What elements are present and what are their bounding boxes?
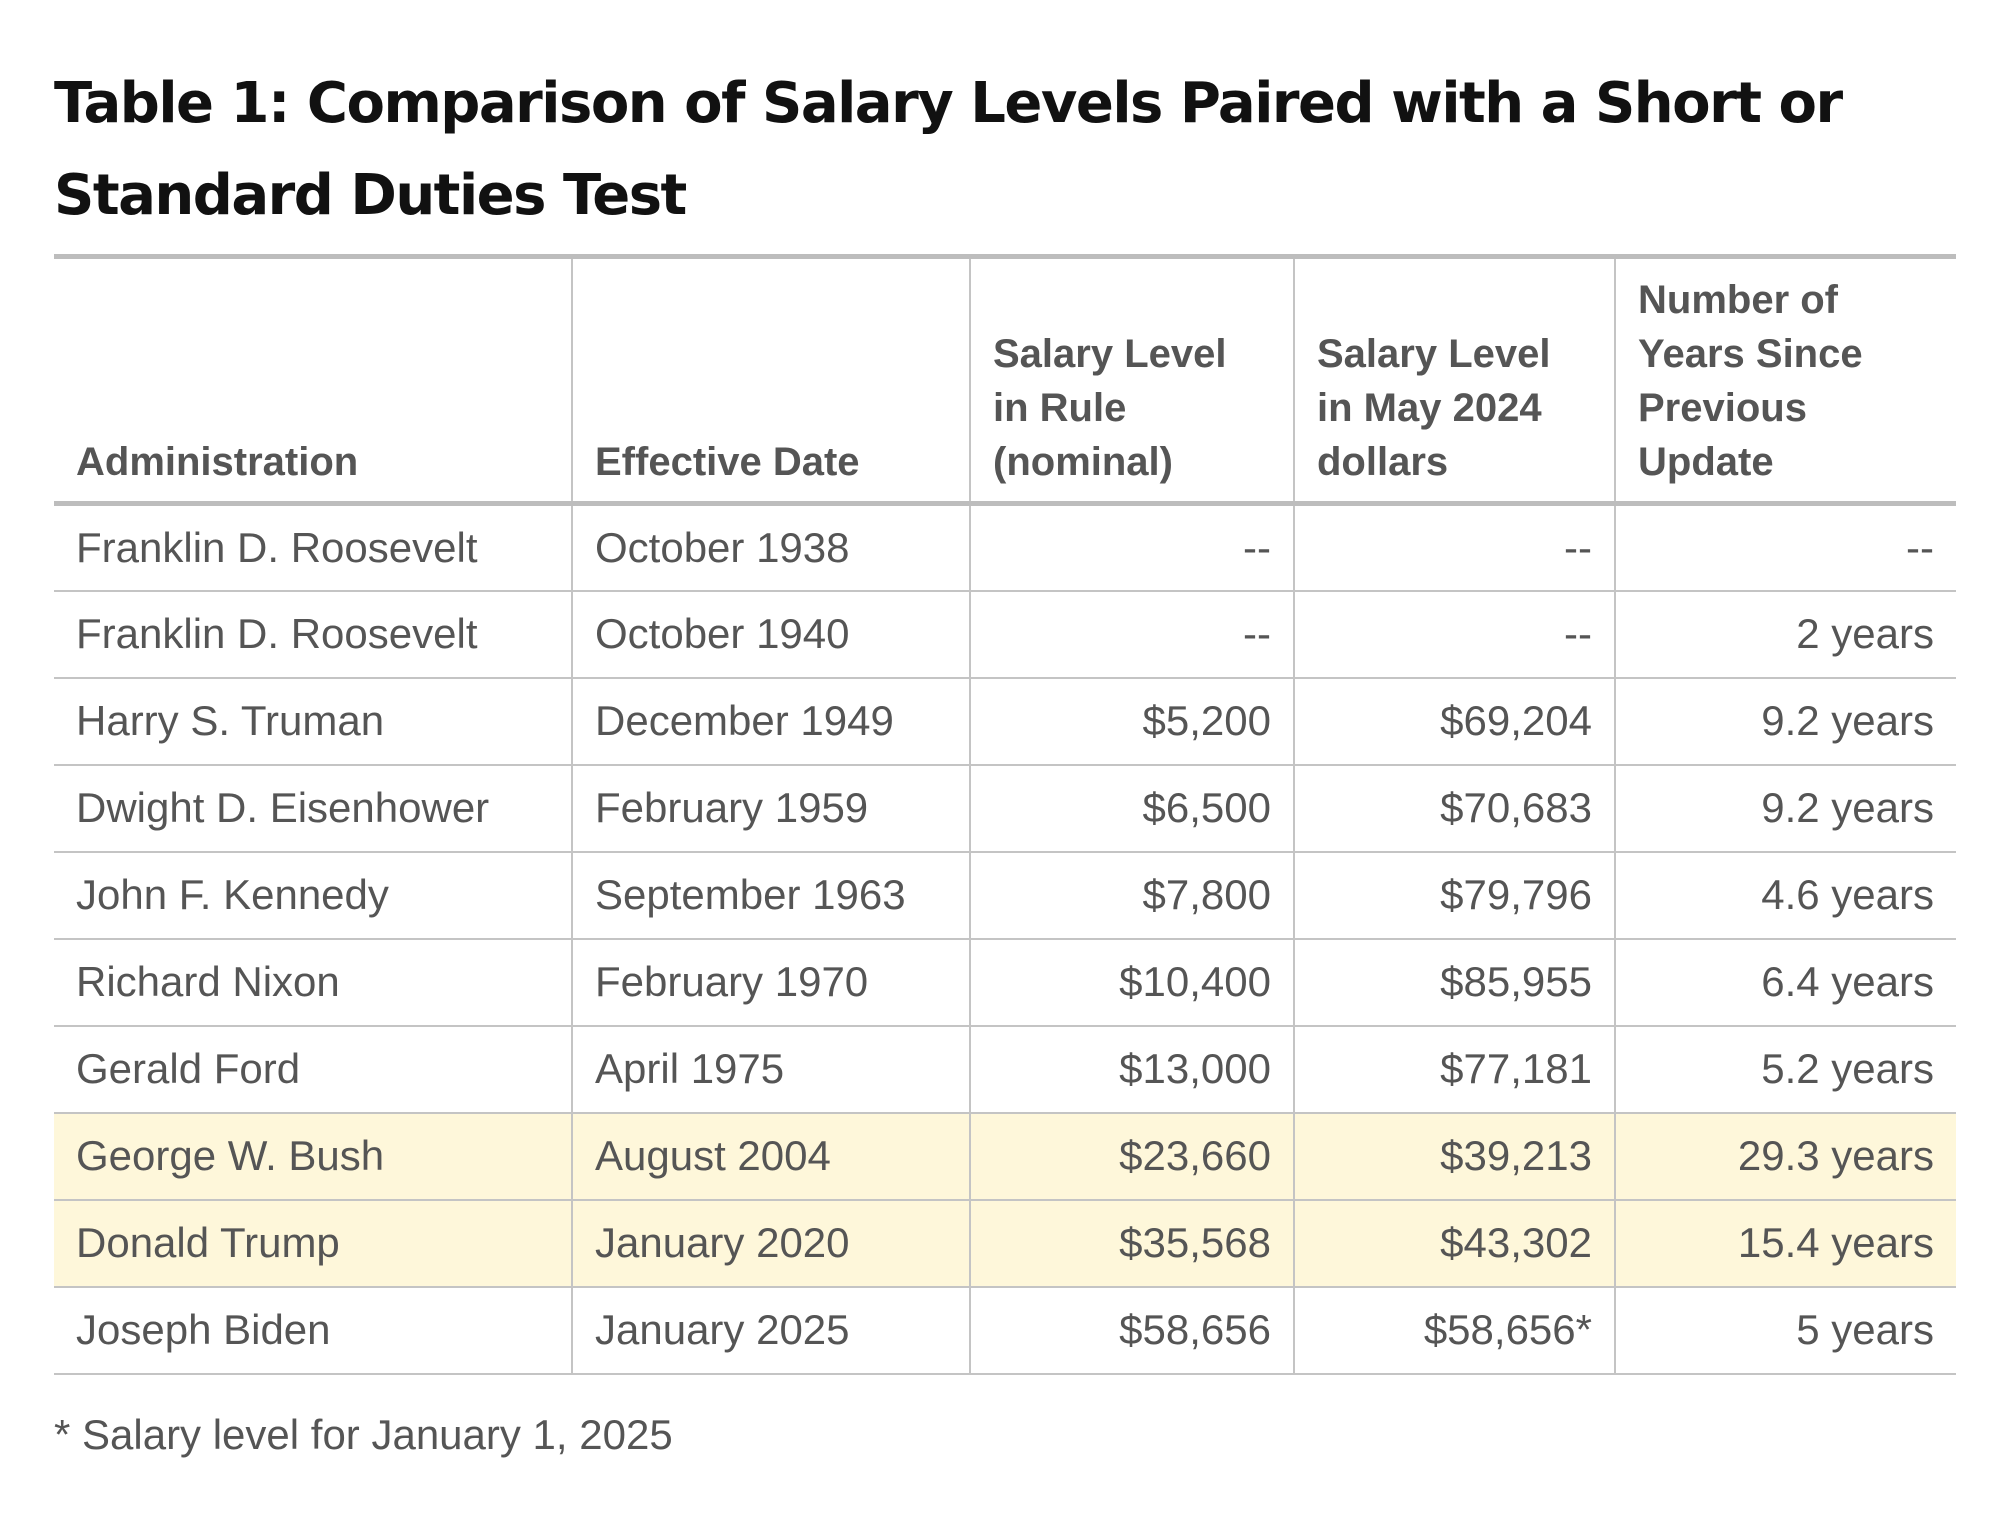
cell-salary-nominal: $23,660 — [969, 1112, 1294, 1201]
cell-salary-nominal: $10,400 — [969, 938, 1294, 1027]
table-row: Franklin D. Roosevelt October 1938 -- --… — [54, 503, 1956, 592]
cell-salary-2024: $79,796 — [1293, 851, 1615, 940]
cell-effective-date: October 1940 — [571, 590, 970, 679]
table-row: Gerald Ford April 1975 $13,000 $77,181 5… — [54, 1025, 1956, 1114]
cell-salary-2024: $77,181 — [1293, 1025, 1615, 1114]
cell-administration: Joseph Biden — [54, 1286, 572, 1375]
cell-administration: Gerald Ford — [54, 1025, 572, 1114]
cell-years-since: 5 years — [1614, 1286, 1956, 1375]
cell-effective-date: August 2004 — [571, 1112, 970, 1201]
cell-salary-2024: $58,656* — [1293, 1286, 1615, 1375]
cell-effective-date: February 1959 — [571, 764, 970, 853]
cell-administration: Richard Nixon — [54, 938, 572, 1027]
cell-salary-nominal: $35,568 — [969, 1199, 1294, 1288]
cell-salary-nominal: $7,800 — [969, 851, 1294, 940]
table-row: Franklin D. Roosevelt October 1940 -- --… — [54, 590, 1956, 679]
table-row: Joseph Biden January 2025 $58,656 $58,65… — [54, 1286, 1956, 1375]
cell-salary-nominal: -- — [969, 503, 1294, 592]
cell-years-since: 15.4 years — [1614, 1199, 1956, 1288]
cell-salary-nominal: $6,500 — [969, 764, 1294, 853]
cell-years-since: -- — [1614, 503, 1956, 592]
cell-salary-2024: $43,302 — [1293, 1199, 1615, 1288]
table-row: Harry S. Truman December 1949 $5,200 $69… — [54, 677, 1956, 766]
cell-effective-date: February 1970 — [571, 938, 970, 1027]
cell-salary-nominal: $13,000 — [969, 1025, 1294, 1114]
cell-administration: Franklin D. Roosevelt — [54, 590, 572, 679]
cell-effective-date: September 1963 — [571, 851, 970, 940]
header-effective-date: Effective Date — [571, 256, 970, 506]
table-body: Franklin D. Roosevelt October 1938 -- --… — [54, 503, 1956, 1375]
cell-administration: Donald Trump — [54, 1199, 572, 1288]
table-row: Dwight D. Eisenhower February 1959 $6,50… — [54, 764, 1956, 853]
cell-administration: Harry S. Truman — [54, 677, 572, 766]
header-row: Administration Effective Date Salary Lev… — [54, 256, 1956, 506]
cell-administration: Dwight D. Eisenhower — [54, 764, 572, 853]
table-row: Richard Nixon February 1970 $10,400 $85,… — [54, 938, 1956, 1027]
cell-years-since: 4.6 years — [1614, 851, 1956, 940]
footnote: * Salary level for January 1, 2025 — [54, 1411, 673, 1458]
cell-administration: John F. Kennedy — [54, 851, 572, 940]
header-administration: Administration — [54, 256, 572, 506]
table-row: Donald Trump January 2020 $35,568 $43,30… — [54, 1199, 1956, 1288]
cell-salary-2024: $85,955 — [1293, 938, 1615, 1027]
cell-effective-date: January 2020 — [571, 1199, 970, 1288]
cell-salary-2024: $69,204 — [1293, 677, 1615, 766]
table-title: Table 1: Comparison of Salary Levels Pai… — [54, 71, 1843, 228]
cell-salary-nominal: $58,656 — [969, 1286, 1294, 1375]
header-salary-nominal: Salary Level in Rule (nominal) — [969, 256, 1294, 506]
cell-effective-date: October 1938 — [571, 503, 970, 592]
cell-effective-date: January 2025 — [571, 1286, 970, 1375]
header-salary-2024: Salary Level in May 2024 dollars — [1293, 256, 1615, 506]
cell-years-since: 2 years — [1614, 590, 1956, 679]
cell-salary-nominal: $5,200 — [969, 677, 1294, 766]
header-years-since: Number of Years Since Previous Update — [1614, 256, 1956, 506]
cell-salary-2024: -- — [1293, 590, 1615, 679]
cell-effective-date: December 1949 — [571, 677, 970, 766]
salary-table: Administration Effective Date Salary Lev… — [54, 254, 1956, 1375]
table-row: John F. Kennedy September 1963 $7,800 $7… — [54, 851, 1956, 940]
cell-salary-2024: $39,213 — [1293, 1112, 1615, 1201]
cell-administration: George W. Bush — [54, 1112, 572, 1201]
cell-effective-date: April 1975 — [571, 1025, 970, 1114]
cell-administration: Franklin D. Roosevelt — [54, 503, 572, 592]
cell-years-since: 9.2 years — [1614, 764, 1956, 853]
cell-salary-2024: $70,683 — [1293, 764, 1615, 853]
cell-years-since: 6.4 years — [1614, 938, 1956, 1027]
table-row: George W. Bush August 2004 $23,660 $39,2… — [54, 1112, 1956, 1201]
cell-salary-nominal: -- — [969, 590, 1294, 679]
cell-years-since: 9.2 years — [1614, 677, 1956, 766]
cell-years-since: 29.3 years — [1614, 1112, 1956, 1201]
cell-years-since: 5.2 years — [1614, 1025, 1956, 1114]
cell-salary-2024: -- — [1293, 503, 1615, 592]
